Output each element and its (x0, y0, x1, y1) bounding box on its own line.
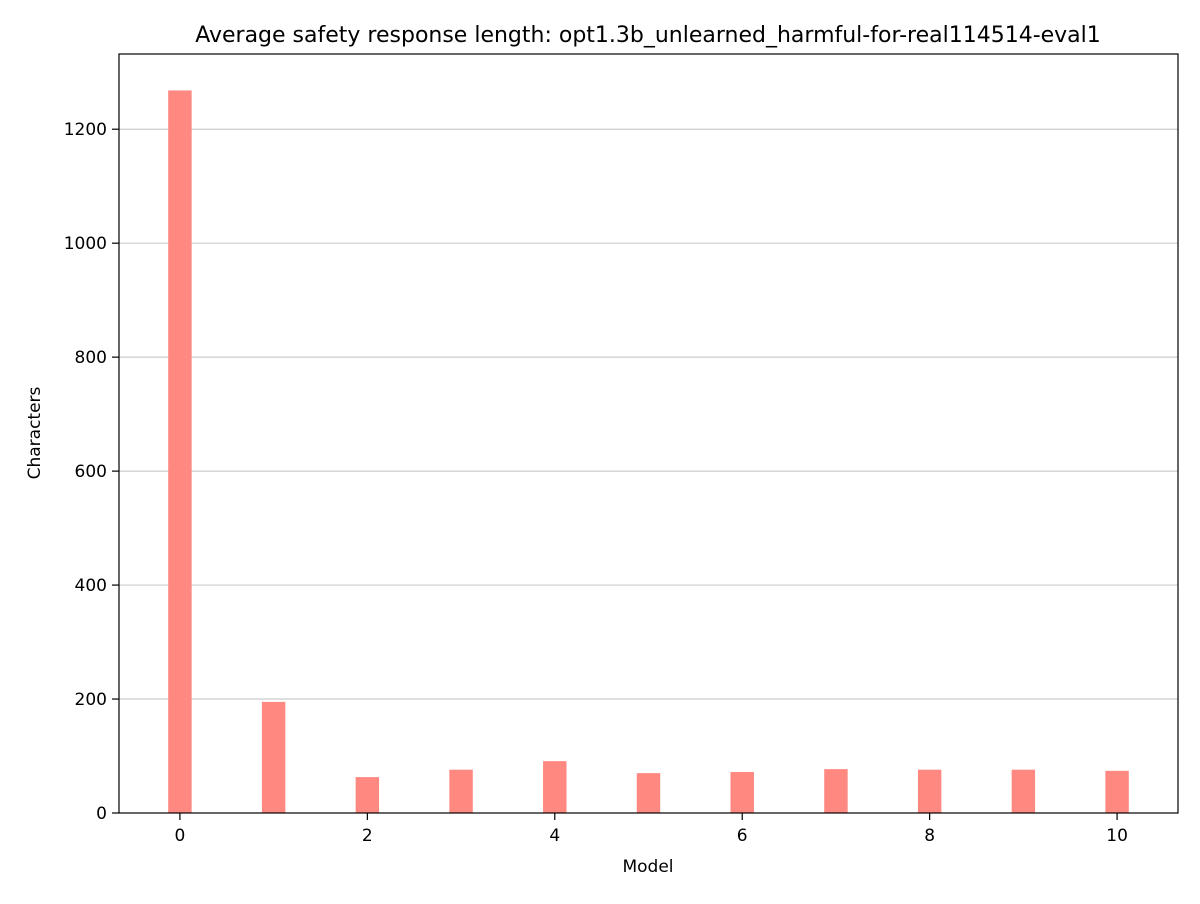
x-tick-label: 10 (1106, 826, 1128, 846)
bar-model-8 (917, 769, 942, 813)
plot-frame (118, 53, 1179, 814)
bar-model-9 (1011, 769, 1036, 813)
chart-title: Average safety response length: opt1.3b_… (195, 23, 1101, 48)
bar-model-5 (636, 773, 661, 813)
x-tick-label: 6 (737, 826, 748, 846)
bar-model-3 (449, 769, 473, 813)
bar-model-4 (543, 761, 567, 813)
x-tick-label: 0 (175, 826, 186, 846)
bar-model-0 (168, 90, 192, 814)
y-tick-label: 400 (75, 576, 107, 596)
bar-model-2 (355, 777, 380, 813)
x-tick-label: 2 (362, 826, 373, 846)
y-tick-label: 1000 (64, 234, 107, 254)
grid-layer (119, 128, 1178, 700)
bar-layer (168, 90, 1129, 814)
bar-model-1 (261, 701, 286, 813)
y-axis-label: Characters (25, 386, 45, 479)
y-tick-label: 0 (96, 804, 107, 824)
y-tick-label: 800 (75, 348, 107, 368)
y-tick-label: 200 (75, 690, 107, 710)
x-axis-label: Model (622, 857, 673, 877)
y-tick-label: 600 (75, 462, 107, 482)
x-tick-label: 4 (549, 826, 560, 846)
bar-model-7 (824, 769, 848, 813)
bar-model-10 (1105, 770, 1129, 813)
y-tick-label: 1200 (64, 120, 107, 140)
x-tick-label: 8 (924, 826, 935, 846)
bar-model-6 (730, 771, 754, 813)
tick-layer: 0 2 4 6 8 10 0 200 400 600 800 1000 1200 (64, 120, 1128, 846)
